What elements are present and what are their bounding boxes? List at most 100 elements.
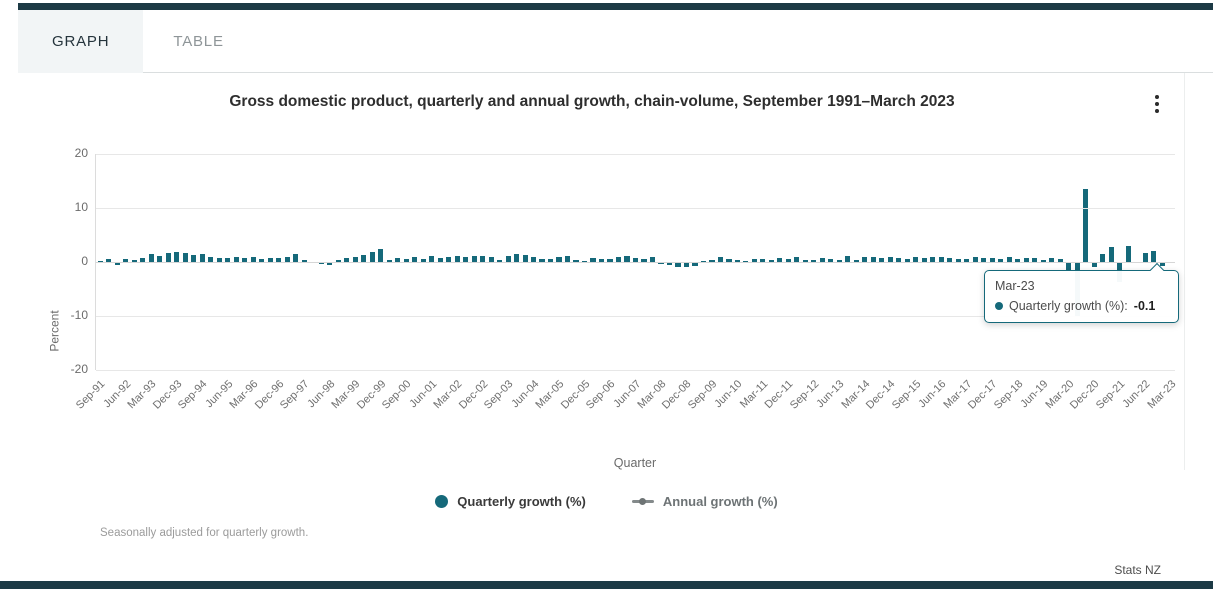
quarterly-growth-bar[interactable] [743,260,749,262]
quarterly-growth-bar[interactable] [293,254,299,262]
quarterly-growth-bar[interactable] [802,259,808,262]
quarterly-growth-bar[interactable] [819,257,825,262]
quarterly-growth-bar[interactable] [437,257,443,262]
quarterly-growth-bar[interactable] [1142,252,1148,262]
quarterly-growth-bar[interactable] [250,257,256,262]
quarterly-growth-bar[interactable] [420,258,426,262]
quarterly-growth-bar[interactable] [1049,257,1055,262]
quarterly-growth-bar[interactable] [123,259,129,262]
quarterly-growth-bar[interactable] [683,262,690,268]
quarterly-growth-bar[interactable] [233,256,239,262]
quarterly-growth-bar[interactable] [1100,253,1106,262]
quarterly-growth-bar[interactable] [845,256,851,262]
quarterly-growth-bar[interactable] [361,254,367,262]
quarterly-growth-bar[interactable] [284,257,290,262]
quarterly-growth-bar[interactable] [624,255,630,262]
quarterly-growth-bar[interactable] [904,258,910,262]
quarterly-growth-bar[interactable] [395,257,401,262]
quarterly-growth-bar[interactable] [989,258,995,262]
legend-item-annual-growth[interactable]: Annual growth (%) [631,494,778,509]
quarterly-growth-bar[interactable] [267,257,273,262]
quarterly-growth-bar[interactable] [429,255,435,262]
quarterly-growth-bar[interactable] [930,256,936,262]
quarterly-growth-bar[interactable] [972,257,978,262]
quarterly-growth-bar[interactable] [369,252,375,262]
quarterly-growth-bar[interactable] [709,260,715,262]
quarterly-growth-bar[interactable] [165,253,171,262]
quarterly-growth-bar[interactable] [488,257,494,262]
quarterly-growth-bar[interactable] [522,254,528,262]
quarterly-growth-bar[interactable] [327,262,333,266]
quarterly-growth-bar[interactable] [692,262,698,267]
quarterly-growth-bar[interactable] [1151,251,1157,262]
quarterly-growth-bar[interactable] [887,257,893,262]
quarterly-growth-bar[interactable] [556,256,562,262]
quarterly-growth-bar[interactable] [811,260,817,262]
quarterly-growth-bar[interactable] [828,259,834,262]
quarterly-growth-bar[interactable] [896,257,902,262]
quarterly-growth-bar[interactable] [454,256,460,262]
legend-item-quarterly-growth[interactable]: Quarterly growth (%) [435,494,586,509]
quarterly-growth-bar[interactable] [463,256,469,262]
quarterly-growth-bar[interactable] [1040,260,1046,262]
quarterly-growth-bar[interactable] [632,257,639,262]
chart-options-button[interactable] [1144,91,1170,117]
tab-table[interactable]: TABLE [173,32,224,50]
quarterly-growth-bar[interactable] [1159,262,1165,266]
quarterly-growth-bar[interactable] [539,258,545,262]
quarterly-growth-bar[interactable] [751,259,757,262]
quarterly-growth-bar[interactable] [352,257,358,262]
quarterly-growth-bar[interactable] [870,257,876,262]
quarterly-growth-bar[interactable] [1015,259,1021,262]
quarterly-growth-bar[interactable] [947,257,953,262]
quarterly-growth-bar[interactable] [480,256,486,262]
quarterly-growth-bar[interactable] [140,258,146,262]
quarterly-growth-bar[interactable] [505,255,511,262]
quarterly-growth-bar[interactable] [726,258,732,262]
quarterly-growth-bar[interactable] [760,258,766,262]
tab-graph[interactable]: GRAPH [18,10,144,73]
quarterly-growth-bar[interactable] [675,262,681,267]
quarterly-growth-bar[interactable] [97,260,103,262]
quarterly-growth-bar[interactable] [836,259,842,262]
quarterly-growth-bar[interactable] [1108,246,1114,262]
quarterly-growth-bar[interactable] [208,257,214,262]
quarterly-growth-bar[interactable] [981,258,987,262]
quarterly-growth-bar[interactable] [1032,258,1038,262]
quarterly-growth-bar[interactable] [106,259,112,262]
quarterly-growth-bar[interactable] [131,260,137,262]
quarterly-growth-bar[interactable] [581,260,588,262]
quarterly-growth-bar[interactable] [598,258,605,262]
quarterly-growth-bar[interactable] [157,255,163,262]
quarterly-growth-bar[interactable] [862,256,868,262]
quarterly-growth-bar[interactable] [734,260,740,262]
quarterly-growth-bar[interactable] [717,257,723,262]
quarterly-growth-bar[interactable] [335,260,341,262]
quarterly-growth-bar[interactable] [318,262,324,265]
quarterly-growth-bar[interactable] [1057,259,1063,262]
quarterly-growth-bar[interactable] [607,259,613,262]
quarterly-growth-bar[interactable] [998,258,1004,262]
quarterly-growth-bar[interactable] [768,259,774,262]
quarterly-growth-bar[interactable] [276,258,282,262]
quarterly-growth-bar[interactable] [174,252,180,262]
quarterly-growth-bar[interactable] [590,257,596,262]
quarterly-growth-bar[interactable] [514,254,520,262]
quarterly-growth-bar[interactable] [1023,257,1029,262]
quarterly-growth-bar[interactable] [148,253,154,262]
quarterly-growth-bar[interactable] [114,262,120,266]
quarterly-growth-bar[interactable] [1066,262,1072,270]
quarterly-growth-bar[interactable] [301,259,307,262]
quarterly-growth-bar[interactable] [530,257,537,262]
quarterly-growth-bar[interactable] [964,258,970,262]
quarterly-growth-bar[interactable] [446,256,452,262]
quarterly-growth-bar[interactable] [1125,245,1131,262]
quarterly-growth-bar[interactable] [921,257,927,262]
quarterly-growth-bar[interactable] [1083,189,1089,262]
quarterly-growth-bar[interactable] [191,254,197,262]
quarterly-growth-bar[interactable] [573,260,579,262]
quarterly-growth-bar[interactable] [955,259,961,262]
quarterly-growth-bar[interactable] [412,257,418,262]
quarterly-growth-bar[interactable] [547,259,554,262]
quarterly-growth-bar[interactable] [259,258,265,262]
